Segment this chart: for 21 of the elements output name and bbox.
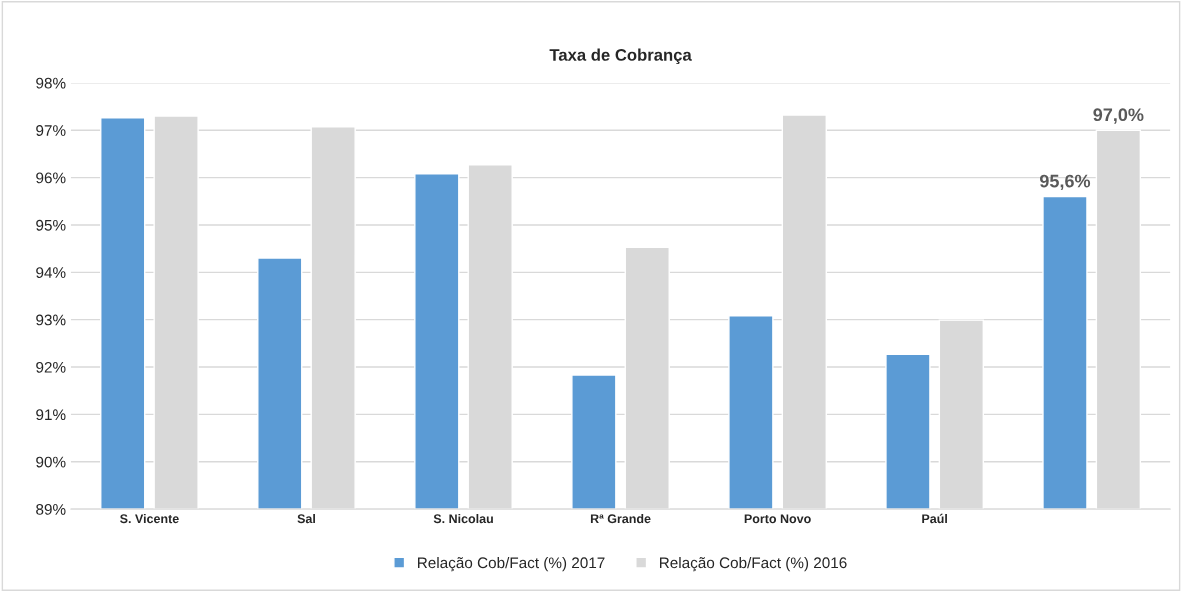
x-tick-label: Porto Novo <box>744 514 811 524</box>
x-tick-label: S. Nicolau <box>433 513 493 524</box>
chart-title: Taxa de Cobrança <box>549 48 692 65</box>
x-tick-label: Rª Grande <box>590 513 651 524</box>
y-tick-label: 96% <box>36 172 66 184</box>
x-tick-label: S. Vicente <box>120 513 179 524</box>
x-tick-label: Sal <box>297 513 315 524</box>
y-tick-label: 98% <box>36 77 66 89</box>
y-tick-label: 91% <box>36 409 66 421</box>
y-tick-label: 94% <box>36 267 66 279</box>
x-tick-label: Paúl <box>922 513 947 524</box>
y-tick-label: 92% <box>36 361 66 373</box>
y-tick-label: 97% <box>36 125 66 136</box>
y-tick-label: 89% <box>36 503 66 515</box>
y-tick-label: 90% <box>36 456 66 468</box>
y-tick-label: 93% <box>36 314 66 326</box>
legend-label: Relação Cob/Fact (%) 2017 <box>418 556 605 572</box>
legend-label: Relação Cob/Fact (%) 2016 <box>660 556 847 572</box>
data-label: 97,0% <box>1093 108 1144 124</box>
data-label: 95,6% <box>1039 174 1091 191</box>
y-tick-label: 95% <box>36 219 66 231</box>
